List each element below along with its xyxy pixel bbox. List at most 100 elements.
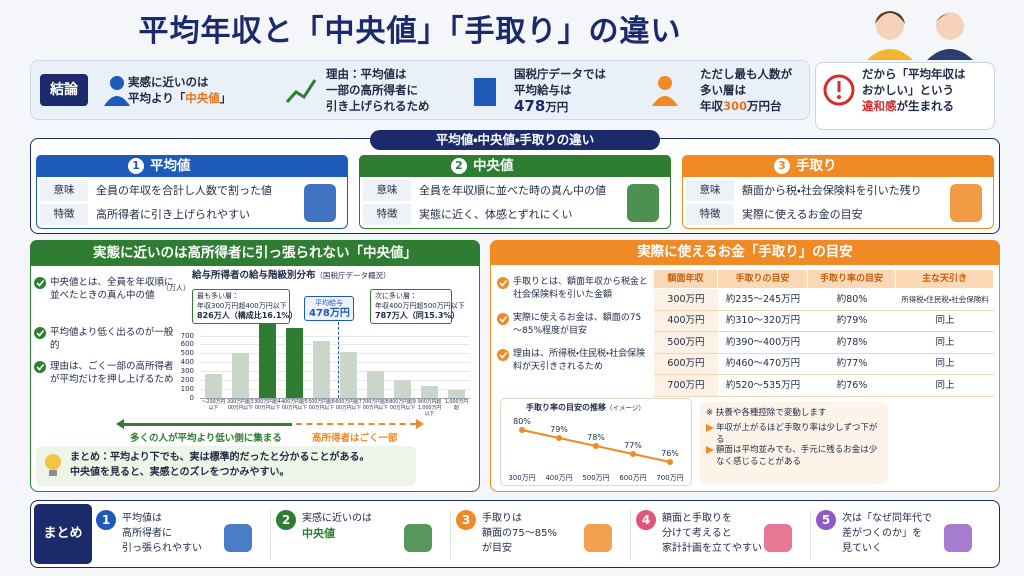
mean-line: [337, 322, 339, 398]
icon-shape: [224, 524, 252, 552]
text-segment: 見ていく: [842, 543, 882, 554]
conclusion-text: ただし最も人数が 多い層は 年収300万円台: [700, 66, 792, 114]
text-segment: 手取りは: [482, 513, 522, 524]
body: [927, 49, 973, 60]
chart-annotation: 次に多い層： 年収400万円超500万円以下 787万人（同15.3%）: [370, 289, 465, 324]
text-line: 一部の高所得者に: [326, 82, 430, 98]
bullet: [706, 424, 714, 432]
text-segment: 一部の高所得者に: [326, 83, 418, 97]
summary-number: 1: [96, 510, 116, 530]
icon-shape: [764, 524, 792, 552]
x-tick-label: 600万円超700万円以下: [335, 400, 362, 411]
bar: [366, 371, 385, 398]
data-point: [556, 435, 562, 441]
table-header-cell: 額面年収: [654, 270, 718, 288]
note-line: まとめ：平均より下でも、実は標準的だったと分かることがある。: [70, 452, 370, 463]
text-line: が目安: [482, 541, 557, 556]
text-segment: 次は「なぜ同年代で: [842, 513, 932, 524]
bar: [285, 327, 304, 398]
check-icon: [34, 361, 46, 373]
check-circle: [34, 361, 46, 373]
y-tick-label: 500: [180, 349, 194, 358]
check-icon: [34, 277, 46, 289]
highlight-text: 478: [514, 97, 546, 115]
grid-line: [200, 371, 470, 373]
note-item: 年収が上がるほど手取り率は少しずつ下がる: [716, 423, 878, 445]
row-label-cell: 意味: [686, 180, 734, 201]
y-axis-label: （万人）: [162, 284, 190, 292]
text-segment: 万円台: [747, 99, 782, 113]
alert-dot: [837, 95, 841, 99]
summary-label: まとめ: [34, 504, 92, 564]
x-tick-label: ～200万円以下: [201, 400, 226, 411]
summary-number: 2: [276, 510, 296, 530]
text-segment: 引き上げられるため: [326, 99, 430, 113]
text-line: 手取りは: [482, 511, 557, 526]
card-icon: [304, 184, 336, 222]
note-item: 額面は平均並みでも、手元に残るお金は少なく感じることがある: [716, 445, 878, 467]
hair: [936, 14, 964, 22]
people-icon: [658, 76, 672, 90]
chart-title-main: 給与所得者の給与階級別分布: [192, 270, 316, 281]
table-cell: 約78%: [808, 332, 896, 354]
bar: [231, 353, 250, 398]
x-tick-label: 200万円超300万円以下: [227, 400, 254, 411]
grid-line: [200, 380, 470, 382]
icon-shape: [627, 184, 659, 222]
people-icon: [652, 96, 678, 106]
conclusion-strip: [30, 60, 810, 120]
text-segment: 万円: [545, 100, 569, 114]
face: [876, 12, 904, 40]
summary-panel: [30, 500, 1000, 568]
annotation-line: 826万人（構成比16.1%）: [197, 311, 298, 320]
table-cell: 約77%: [808, 353, 896, 375]
table-cell: 500万円: [654, 332, 718, 354]
conclusion-text: 実感に近いのは 平均より「中央値」: [128, 74, 231, 106]
y-tick-label: 100: [180, 385, 194, 394]
notes-box: [700, 402, 888, 484]
check-mark: [36, 364, 45, 371]
data-label: 78%: [587, 433, 605, 442]
x-tick-label: 600万円: [619, 474, 646, 482]
check-icon: [497, 277, 509, 289]
text-line: 額面の75～85%: [482, 526, 557, 541]
check-mark: [499, 280, 508, 287]
card-name: 手取り: [796, 158, 837, 174]
conclusion-icon: [823, 74, 855, 106]
card-header: [36, 155, 348, 177]
x-tick-label: 800万円超900万円以下: [389, 400, 416, 411]
card-name: 中央値: [473, 158, 514, 174]
chart-title-main: 手取り率の目安の推移: [526, 403, 606, 412]
summary-text: 額面と手取りを 分けて考えると 家計計画を立てやすい: [662, 511, 762, 556]
check-icon: [497, 349, 509, 361]
row-text: 全員を年収順に並べた時の真ん中の値: [419, 184, 606, 197]
grid-line: [200, 353, 470, 355]
row-text: 実際に使えるお金の目安: [742, 208, 863, 221]
summary-number: 3: [456, 510, 476, 530]
divider: [450, 510, 451, 560]
x-tick-label: 500万円超600万円以下: [308, 400, 335, 411]
y-tick-label: 400: [180, 358, 194, 367]
text-segment: 実感に近いのは: [128, 75, 209, 89]
text-line: 違和感が生まれる: [862, 98, 966, 114]
annotation-line: 最も多い層：: [197, 292, 239, 300]
card-number: 3: [774, 158, 790, 174]
table-header-cell: 手取り率の目安: [808, 270, 896, 288]
chart-title: 給与所得者の給与階級別分布（国税庁データ概況）: [192, 267, 391, 281]
text-line: 平均給与は: [514, 82, 606, 98]
highlight-text: 中央値: [302, 527, 335, 540]
conclusion-icon: [104, 76, 130, 106]
data-point: [630, 451, 636, 457]
data-point: [667, 459, 673, 465]
data-label: 76%: [661, 449, 679, 458]
median-point: 中央値とは、全員を年収順に並べたときの真ん中の値: [50, 277, 174, 301]
table-cell: 同上: [896, 375, 994, 397]
table-cell: 400万円: [654, 310, 718, 332]
chart-subtitle: （イメージ）: [606, 404, 645, 412]
people-icon: [104, 96, 130, 106]
text-segment: 理由：平均値は: [326, 67, 407, 81]
grid-line: [200, 344, 470, 346]
conclusion-icon: [285, 79, 317, 104]
text-line: 額面と手取りを: [662, 511, 762, 526]
summary-icon: [584, 524, 612, 552]
